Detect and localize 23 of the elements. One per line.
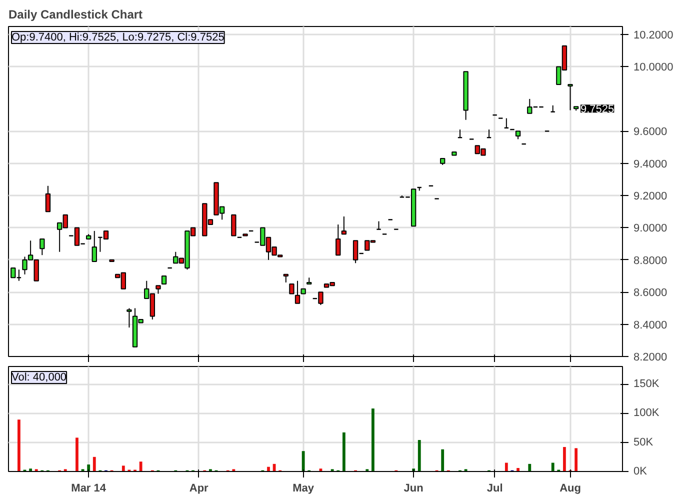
y-tick-label: 9.4000: [634, 158, 668, 170]
annotation: Vol: 40,000: [12, 372, 67, 384]
x-tick-label: Aug: [560, 482, 581, 494]
y-tick-label: 50K: [634, 436, 654, 448]
x-tick-label: Apr: [189, 482, 210, 494]
x-tick-label: Jul: [486, 482, 503, 494]
y-tick-label: 9.6000: [634, 126, 668, 138]
y-tick-label: 0K: [634, 466, 648, 478]
y-tick-label: 9.0000: [634, 222, 668, 235]
y-tick-label: 10.2000: [634, 30, 674, 42]
y-tick-label: 150K: [634, 378, 660, 390]
y-tick-label: 8.6000: [634, 287, 668, 300]
annotation: Op:9.7400, Hi:9.7525, Lo:9.7275, Cl:9.7525: [12, 32, 224, 44]
x-tick-label: May: [292, 482, 315, 494]
y-tick-label: 10.0000: [634, 62, 674, 74]
y-tick-label: 8.4000: [634, 319, 668, 332]
x-tick-label: Mar 14: [71, 482, 107, 494]
y-tick-label: 100K: [634, 407, 660, 420]
y-tick-label: 8.8000: [634, 254, 668, 267]
y-tick-label: 9.2000: [634, 190, 668, 203]
y-tick-label: 8.2000: [634, 352, 668, 364]
x-tick-label: Jun: [404, 482, 424, 494]
chart-title: Daily Candlestick Chart: [8, 8, 143, 22]
